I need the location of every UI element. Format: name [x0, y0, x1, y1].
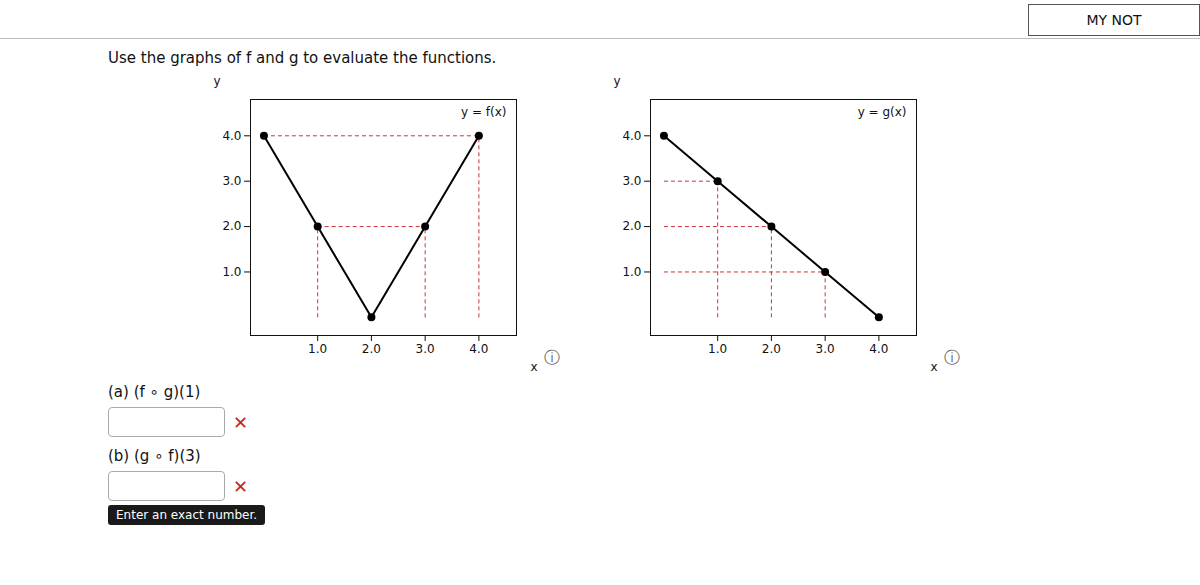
svg-text:y: y: [214, 74, 221, 88]
svg-text:4.0: 4.0: [869, 342, 888, 356]
html-text:(b) (g ∘ f)(3): (b) (g ∘ f)(3): [108, 447, 201, 465]
svg-text:2.0: 2.0: [222, 219, 241, 233]
svg-text:y = f(x): y = f(x): [461, 105, 506, 119]
svg-text:2.0: 2.0: [762, 342, 781, 356]
svg-text:1.0: 1.0: [708, 342, 727, 356]
svg-text:y: y: [614, 74, 621, 88]
html-text:Enter an exact number.: Enter an exact number.: [116, 508, 258, 522]
html-text:(a) (f ∘ g)(1): (a) (f ∘ g)(1): [108, 383, 201, 401]
svg-text:x: x: [530, 360, 537, 374]
svg-text:3.0: 3.0: [416, 342, 435, 356]
svg-text:3.0: 3.0: [816, 342, 835, 356]
svg-text:1.0: 1.0: [222, 265, 241, 279]
svg-text:3.0: 3.0: [222, 174, 241, 188]
svg-text:4.0: 4.0: [469, 342, 488, 356]
html-text:MY NOT: MY NOT: [1086, 12, 1142, 28]
svg-text:1.0: 1.0: [622, 265, 641, 279]
svg-text:4.0: 4.0: [222, 129, 241, 143]
svg-text:3.0: 3.0: [622, 174, 641, 188]
svg-text:4.0: 4.0: [622, 129, 641, 143]
svg-text:1.0: 1.0: [308, 342, 327, 356]
html-text:Use the graphs of f and g to e: Use the graphs of f and g to evaluate th…: [108, 49, 497, 67]
svg-text:x: x: [930, 360, 937, 374]
svg-text:2.0: 2.0: [622, 219, 641, 233]
svg-text:y = g(x): y = g(x): [858, 105, 907, 119]
svg-text:2.0: 2.0: [362, 342, 381, 356]
